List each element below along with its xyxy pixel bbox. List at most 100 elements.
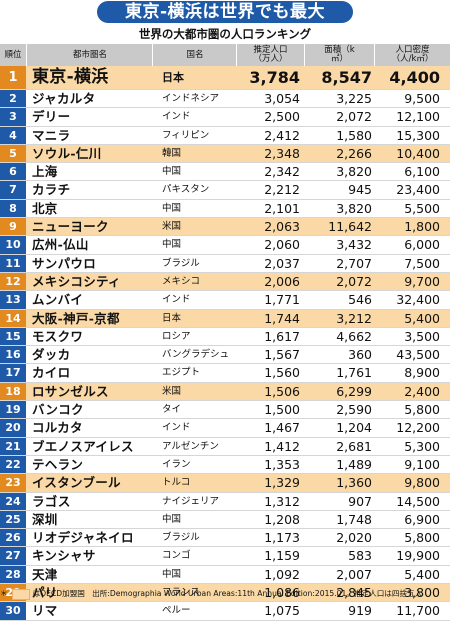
rank-cell: 13 — [0, 291, 26, 309]
area-value: 3,820 — [336, 164, 372, 180]
city-name: ニューヨーク — [32, 219, 109, 235]
table-row: 30 リマ ペルー 1,075 919 11,700 — [0, 602, 450, 621]
population-value: 2,101 — [264, 200, 300, 216]
rank-cell: 30 — [0, 602, 26, 620]
country-name: 中国 — [162, 202, 182, 214]
density-value: 10,400 — [396, 145, 440, 161]
rank-cell: 28 — [0, 565, 26, 584]
rank-cell: 8 — [0, 199, 26, 218]
country-name: ブラジル — [162, 532, 200, 544]
table-row: 11 サンパウロ ブラジル 2,037 2,707 7,500 — [0, 254, 450, 273]
density-value: 12,200 — [396, 420, 440, 436]
country-name: 日本 — [162, 71, 184, 84]
area-value: 546 — [348, 292, 372, 308]
table-row: 26 リオデジャネイロ ブラジル 1,173 2,020 5,800 — [0, 529, 450, 548]
country-name: 米国 — [162, 385, 182, 397]
density-value: 5,800 — [404, 402, 440, 418]
city-name: ブエノスアイレス — [32, 438, 134, 454]
population-value: 1,500 — [264, 402, 300, 418]
density-value: 32,400 — [396, 292, 440, 308]
table-row: 5 ソウル-仁川 韓国 2,348 2,266 10,400 — [0, 144, 450, 164]
density-value: 7,500 — [404, 255, 440, 271]
density-value: 8,900 — [404, 365, 440, 381]
area-value: 907 — [348, 493, 372, 509]
rank-cell: 18 — [0, 382, 26, 401]
density-value: 15,300 — [396, 127, 440, 143]
density-value: 9,100 — [404, 456, 440, 472]
table-row: 18 ロサンゼルス 米国 1,506 6,299 2,400 — [0, 382, 450, 402]
table-row: 23 イスタンブール トルコ 1,329 1,360 9,800 — [0, 474, 450, 493]
rank-cell: 27 — [0, 547, 26, 565]
rank-cell: 6 — [0, 163, 26, 181]
area-value: 919 — [348, 603, 372, 619]
country-name: インド — [162, 111, 191, 123]
population-value: 1,567 — [264, 347, 300, 363]
country-name: エジプト — [162, 367, 201, 379]
rank-cell: 22 — [0, 455, 26, 474]
density-value: 5,400 — [404, 566, 440, 582]
density-value: 12,100 — [396, 109, 440, 125]
population-value: 1,560 — [264, 365, 300, 381]
population-value: 1,617 — [264, 328, 300, 344]
population-value: 2,063 — [264, 219, 300, 235]
table-row: 6 上海 中国 2,342 3,820 6,100 — [0, 163, 450, 182]
density-value: 4,400 — [389, 68, 440, 87]
country-name: イラン — [162, 458, 191, 470]
area-value: 1,761 — [336, 365, 372, 381]
country-name: ペルー — [162, 605, 191, 617]
density-value: 19,900 — [396, 548, 440, 564]
area-value: 1,360 — [336, 475, 372, 491]
area-value: 3,432 — [336, 237, 372, 253]
table-row: 25 深圳 中国 1,208 1,748 6,900 — [0, 510, 450, 530]
city-name: テヘラン — [32, 456, 84, 472]
table-row: 12 メキシコシティ メキシコ 2,006 2,072 9,700 — [0, 272, 450, 292]
country-name: パキスタン — [162, 184, 210, 196]
rank-cell: 12 — [0, 272, 26, 291]
table-header: 順位 都市圏名 国名 推定人口（万人） 面積（k㎡） 人口密度（人/k㎡） — [0, 44, 450, 66]
country-name: 韓国 — [162, 147, 182, 159]
table-row: 15 モスクワ ロシア 1,617 4,662 3,500 — [0, 327, 450, 347]
city-name: マニラ — [32, 127, 71, 143]
rank-cell: 20 — [0, 419, 26, 437]
table-row: 27 キンシャサ コンゴ 1,159 583 19,900 — [0, 547, 450, 566]
area-value: 1,489 — [336, 456, 372, 472]
area-value: 2,007 — [336, 566, 372, 582]
area-value: 2,072 — [336, 273, 372, 289]
country-name: タイ — [162, 404, 182, 416]
density-value: 9,500 — [404, 91, 440, 106]
table-row: 20 コルカタ インド 1,467 1,204 12,200 — [0, 419, 450, 438]
area-value: 2,681 — [336, 438, 372, 454]
density-value: 9,700 — [404, 273, 440, 289]
table-row: 19 バンコク タイ 1,500 2,590 5,800 — [0, 401, 450, 420]
city-name: 大阪-神戸-京都 — [32, 310, 120, 326]
rank-cell: 7 — [0, 181, 26, 199]
area-value: 2,020 — [336, 530, 372, 546]
country-name: バングラデシュ — [162, 349, 229, 361]
table-row: 9 ニューヨーク 米国 2,063 11,642 1,800 — [0, 218, 450, 237]
population-value: 2,500 — [264, 109, 300, 125]
rank-cell: 26 — [0, 529, 26, 547]
population-value: 1,173 — [264, 530, 300, 546]
city-name: 深圳 — [32, 511, 58, 527]
area-value: 2,845 — [336, 585, 372, 601]
city-name: キンシャサ — [32, 548, 96, 564]
density-value: 14,500 — [396, 493, 440, 509]
area-value: 2,707 — [336, 255, 372, 271]
city-name: ジャカルタ — [32, 91, 96, 106]
density-value: 3,500 — [404, 328, 440, 344]
area-value: 583 — [348, 548, 372, 564]
footer-legend: はOECD加盟国 — [32, 589, 85, 598]
density-value: 6,000 — [404, 237, 440, 253]
city-name: バンコク — [32, 402, 84, 418]
city-name: 北京 — [32, 200, 58, 216]
rank-cell: 23 — [0, 474, 26, 492]
table-row: 24 ラゴス ナイジェリア 1,312 907 14,500 — [0, 492, 450, 511]
area-value: 2,266 — [336, 145, 372, 161]
table-row: 10 広州-仏山 中国 2,060 3,432 6,000 — [0, 236, 450, 255]
table-row: 7 カラチ パキスタン 2,212 945 23,400 — [0, 181, 450, 200]
population-value: 2,342 — [264, 164, 300, 180]
subtitle: 世界の大都市圏の人口ランキング — [138, 27, 312, 41]
rank-cell: 4 — [0, 126, 26, 144]
city-name: パリ — [32, 585, 58, 601]
country-name: メキシコ — [162, 275, 201, 287]
